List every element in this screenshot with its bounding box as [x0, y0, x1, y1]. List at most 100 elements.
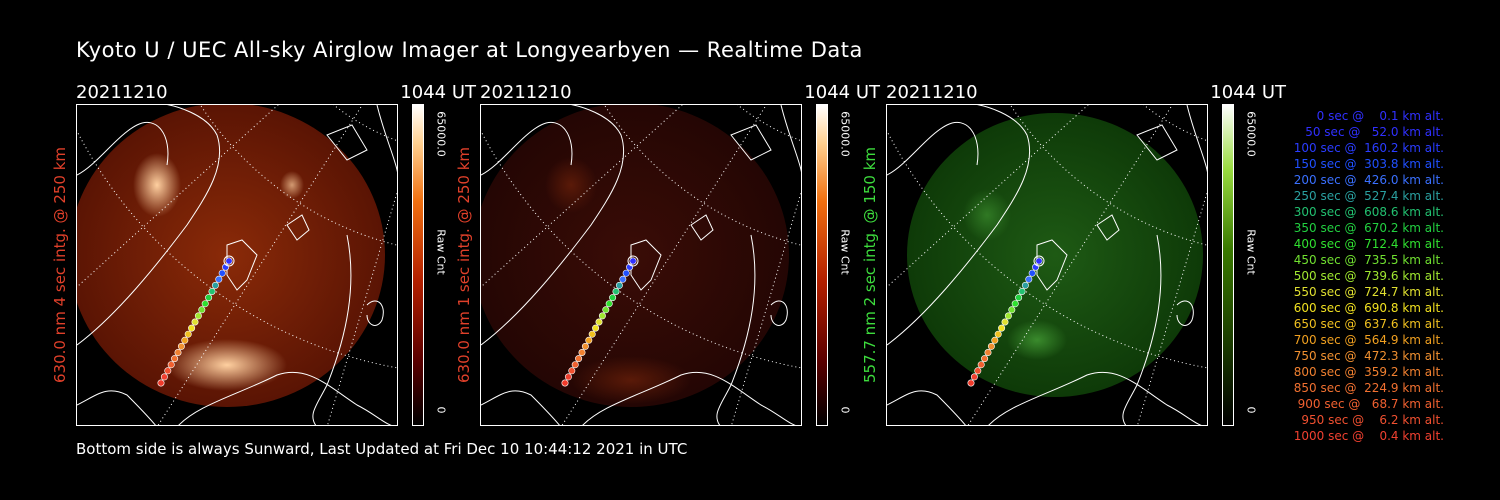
track-point	[981, 355, 989, 363]
colorbar-title: Raw Cnt	[434, 229, 448, 275]
legend-entry: 0 sec @ 0.1 km alt.	[1305, 109, 1444, 123]
trajectory-legend: 0 sec @ 0.1 km alt. 50 sec @ 52.0 km alt…	[1240, 108, 1444, 444]
track-point	[1035, 257, 1043, 265]
track-point	[157, 379, 165, 387]
legend-entry: 400 sec @ 712.4 km alt.	[1289, 237, 1444, 251]
sky-map-image	[887, 105, 1207, 425]
track-point	[1025, 275, 1033, 283]
meridian-line	[561, 105, 767, 425]
track-point	[588, 330, 596, 338]
track-point	[198, 306, 206, 314]
coastline	[1122, 234, 1162, 425]
page-title: Kyoto U / UEC All-sky Airglow Imager at …	[76, 38, 863, 62]
track-point	[575, 355, 583, 363]
track-point	[977, 361, 985, 369]
sky-image-frame	[480, 104, 802, 426]
track-point	[991, 336, 999, 344]
legend-entry: 900 sec @ 68.7 km alt.	[1293, 397, 1444, 411]
coastline	[887, 122, 979, 176]
legend-entry: 200 sec @ 426.0 km alt.	[1289, 173, 1444, 187]
svalbard-coast	[1036, 239, 1068, 291]
coastline	[770, 300, 788, 326]
coastline	[376, 105, 397, 173]
island-coast	[690, 214, 714, 241]
meridian-line	[1137, 190, 1207, 425]
island-coast	[286, 214, 310, 241]
colorbar-max-label: 65000.0	[434, 111, 448, 157]
track-point	[1015, 294, 1023, 302]
aurora-blob	[1007, 320, 1067, 360]
footer-note: Bottom side is always Sunward, Last Upda…	[76, 440, 688, 458]
colorbar	[1222, 104, 1234, 426]
track-point	[181, 336, 189, 344]
track-point	[1004, 312, 1012, 320]
coastline	[716, 234, 756, 425]
coastline	[178, 371, 392, 425]
legend-entry: 750 sec @ 472.3 km alt.	[1289, 349, 1444, 363]
legend-entry: 850 sec @ 224.9 km alt.	[1289, 381, 1444, 395]
track-point	[629, 257, 637, 265]
colorbar-min-label: 0	[838, 406, 852, 414]
coastline	[312, 234, 352, 425]
track-point	[994, 330, 1002, 338]
legend-entry: 800 sec @ 359.2 km alt.	[1289, 365, 1444, 379]
panel-date: 20211210	[480, 82, 572, 103]
coastline	[1176, 300, 1194, 326]
coastline	[77, 122, 169, 176]
track-point	[167, 361, 175, 369]
track-point	[171, 355, 179, 363]
track-point	[578, 349, 586, 357]
island-coast	[1096, 214, 1120, 241]
legend-entry: 550 sec @ 724.7 km alt.	[1289, 285, 1444, 299]
sky-map-image	[77, 105, 397, 425]
panel-date: 20211210	[76, 82, 168, 103]
aurora-blob	[545, 157, 597, 213]
coastline	[77, 105, 221, 346]
coastline	[988, 371, 1202, 425]
coastline	[481, 122, 573, 176]
track-point	[984, 349, 992, 357]
sky-image-frame	[886, 104, 1208, 426]
track-point	[174, 349, 182, 357]
track-point	[571, 361, 579, 369]
track-point	[602, 306, 610, 314]
meridian-line	[967, 105, 1173, 425]
panel-time: 1044 UT	[1210, 82, 1286, 103]
track-point	[218, 269, 226, 277]
track-point	[201, 300, 209, 308]
track-point	[184, 330, 192, 338]
panel-filter-label: 630.0 nm 4 sec intg. @ 250 km	[51, 146, 69, 384]
track-point	[615, 281, 623, 289]
svalbard-coast	[630, 239, 662, 291]
track-point	[622, 269, 630, 277]
airglow-panel-2: 20211210 1044 UT 630.0 nm 1 sec intg. @ …	[455, 80, 880, 430]
track-point	[1021, 281, 1029, 289]
airglow-panel-3: 20211210 1044 UT 557.7 nm 2 sec intg. @ …	[861, 80, 1286, 430]
panel-date: 20211210	[886, 82, 978, 103]
legend-entry: 300 sec @ 608.6 km alt.	[1289, 205, 1444, 219]
svalbard-coast	[226, 239, 258, 291]
panel-filter-label: 557.7 nm 2 sec intg. @ 150 km	[861, 146, 879, 384]
legend-entry: 50 sec @ 52.0 km alt.	[1297, 125, 1444, 139]
track-point	[987, 342, 995, 350]
island-coast	[730, 124, 772, 161]
meridian-line	[157, 105, 363, 425]
colorbar	[412, 104, 424, 426]
track-point	[1028, 269, 1036, 277]
sky-disc	[907, 113, 1203, 397]
legend-entry: 150 sec @ 303.8 km alt.	[1289, 157, 1444, 171]
track-point	[194, 312, 202, 320]
legend-entry: 350 sec @ 670.2 km alt.	[1289, 221, 1444, 235]
island-coast	[326, 124, 368, 161]
track-point	[585, 336, 593, 344]
island-coast	[1136, 124, 1178, 161]
track-point	[595, 318, 603, 326]
track-point	[998, 324, 1006, 332]
legend-entry: 950 sec @ 6.2 km alt.	[1297, 413, 1444, 427]
track-point	[612, 288, 620, 296]
track-point	[188, 324, 196, 332]
meridian-line	[731, 190, 801, 425]
track-point	[561, 379, 569, 387]
track-point	[1018, 288, 1026, 296]
legend-entry: 100 sec @ 160.2 km alt.	[1289, 141, 1444, 155]
